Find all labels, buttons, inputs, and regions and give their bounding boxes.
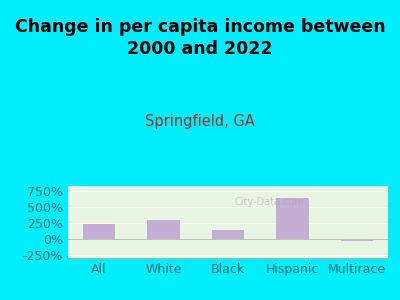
Text: City-Data.com: City-Data.com <box>235 197 304 207</box>
Text: Springfield, GA: Springfield, GA <box>145 114 255 129</box>
Bar <box>147 220 180 239</box>
Bar <box>212 230 244 239</box>
Bar <box>276 198 309 239</box>
Bar <box>341 239 374 241</box>
Bar <box>82 224 115 239</box>
Text: Change in per capita income between
2000 and 2022: Change in per capita income between 2000… <box>15 18 385 58</box>
